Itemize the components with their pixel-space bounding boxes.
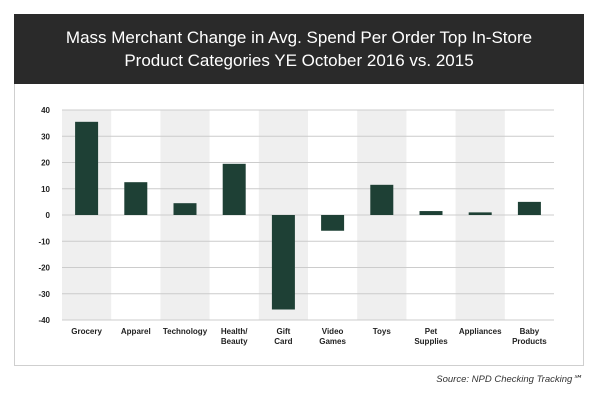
- y-tick-label: 30: [41, 132, 50, 141]
- x-tick-label: Health/: [221, 327, 248, 336]
- y-tick-label: 10: [41, 185, 50, 194]
- x-tick-label: Grocery: [71, 327, 102, 336]
- chart-title-line-2: Product Categories YE October 2016 vs. 2…: [124, 51, 474, 70]
- bar: [271, 215, 295, 310]
- x-tick-label: Gift: [277, 327, 291, 336]
- x-tick-label: Video: [322, 327, 344, 336]
- x-tick-label: Games: [319, 337, 346, 346]
- bar: [321, 215, 345, 231]
- x-tick-label: Beauty: [221, 337, 248, 346]
- chart-title-line-1: Mass Merchant Change in Avg. Spend Per O…: [65, 28, 533, 47]
- y-tick-label: -40: [38, 316, 50, 325]
- y-tick-label: -30: [38, 290, 50, 299]
- y-tick-label: -10: [38, 237, 50, 246]
- chart-title: Mass Merchant Change in Avg. Spend Per O…: [14, 14, 584, 84]
- x-tick-label: Technology: [163, 327, 208, 336]
- bar: [173, 203, 197, 215]
- bar: [222, 163, 246, 215]
- bar: [75, 121, 99, 215]
- x-tick-label: Card: [274, 337, 292, 346]
- x-tick-label: Toys: [373, 327, 392, 336]
- x-tick-label: Apparel: [121, 327, 151, 336]
- x-tick-label: Appliances: [459, 327, 502, 336]
- bar: [517, 201, 541, 215]
- x-tick-label: Supplies: [414, 337, 448, 346]
- source-note: Source: NPD Checking Tracking℠: [436, 374, 582, 385]
- bar: [124, 182, 148, 215]
- y-tick-label: 0: [46, 211, 51, 220]
- y-tick-label: 20: [41, 159, 50, 168]
- x-tick-label: Pet: [425, 327, 438, 336]
- y-tick-label: -20: [38, 264, 50, 273]
- bar: [419, 211, 443, 215]
- x-tick-label: Baby: [520, 327, 540, 336]
- bar: [370, 184, 394, 215]
- x-tick-label: Products: [512, 337, 547, 346]
- y-tick-label: 40: [41, 106, 50, 115]
- bar: [468, 212, 492, 215]
